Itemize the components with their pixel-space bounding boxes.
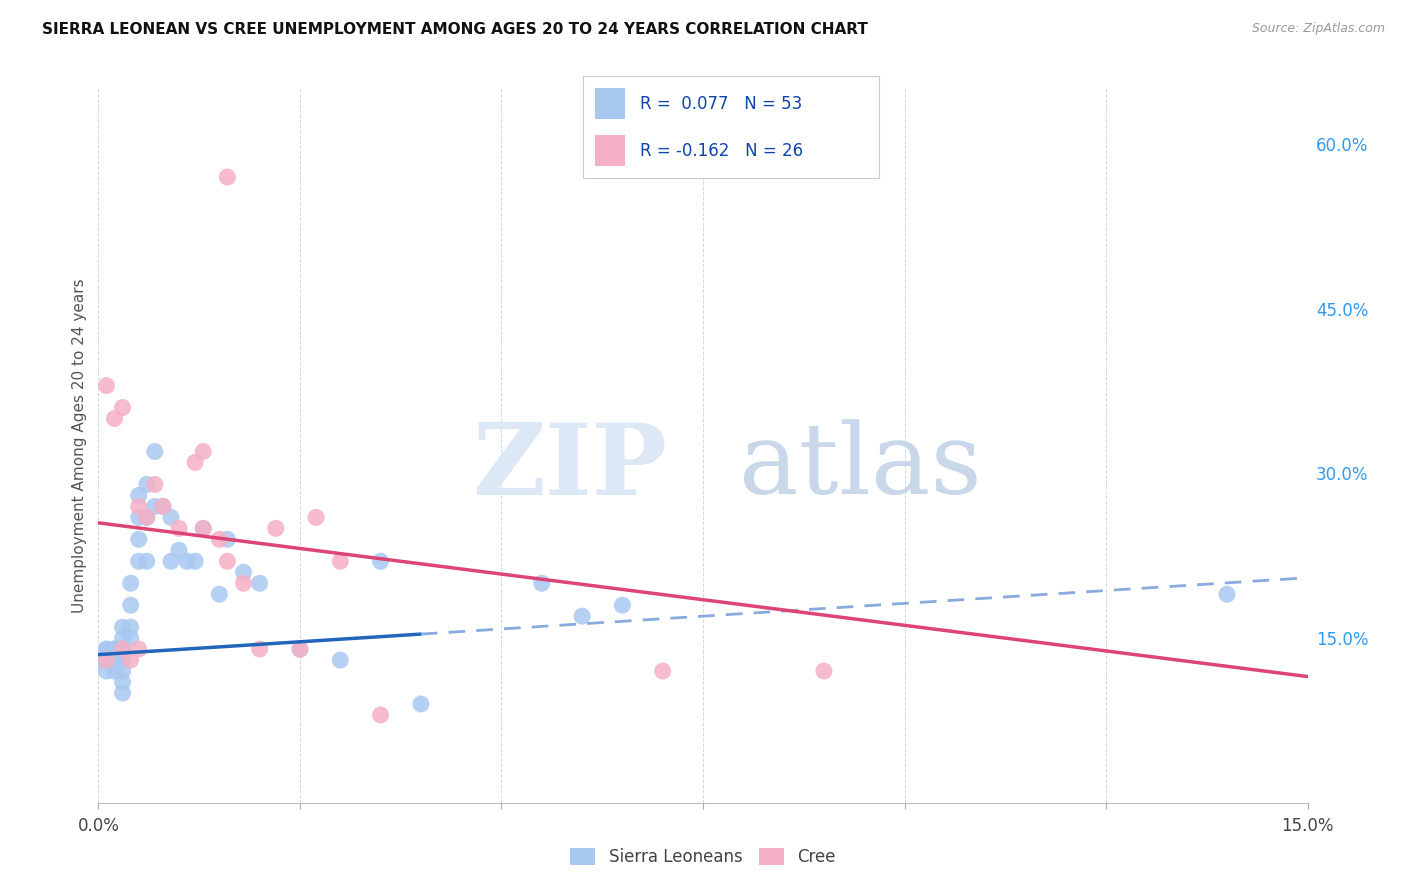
Point bbox=[143, 477, 166, 491]
Point bbox=[288, 642, 311, 657]
Point bbox=[651, 664, 673, 678]
Point bbox=[96, 653, 118, 667]
Point bbox=[305, 510, 328, 524]
Point bbox=[152, 500, 174, 514]
Point bbox=[96, 664, 118, 678]
Point bbox=[91, 653, 114, 667]
Point bbox=[111, 653, 134, 667]
Text: ZIP: ZIP bbox=[472, 419, 666, 516]
Point bbox=[232, 566, 254, 580]
Point bbox=[208, 587, 231, 601]
Point bbox=[120, 576, 142, 591]
Point bbox=[135, 554, 157, 568]
Point bbox=[217, 533, 239, 547]
Point bbox=[160, 510, 183, 524]
Point bbox=[111, 631, 134, 645]
Point bbox=[103, 653, 125, 667]
Point bbox=[103, 642, 125, 657]
Point bbox=[193, 444, 215, 458]
Point bbox=[167, 543, 190, 558]
Point bbox=[217, 169, 239, 184]
Point bbox=[176, 554, 198, 568]
Point bbox=[160, 554, 183, 568]
Point bbox=[184, 554, 207, 568]
Point bbox=[143, 444, 166, 458]
Bar bbox=[595, 88, 624, 119]
Bar bbox=[595, 136, 624, 166]
Text: atlas: atlas bbox=[740, 419, 981, 516]
Point bbox=[111, 642, 134, 657]
Point bbox=[329, 653, 352, 667]
Point bbox=[128, 500, 150, 514]
Point bbox=[1216, 587, 1239, 601]
Point bbox=[103, 653, 125, 667]
Point bbox=[111, 642, 134, 657]
Point bbox=[103, 642, 125, 657]
Point bbox=[329, 554, 352, 568]
Point bbox=[96, 642, 118, 657]
Point bbox=[120, 653, 142, 667]
Text: R =  0.077   N = 53: R = 0.077 N = 53 bbox=[640, 95, 801, 112]
Point bbox=[249, 642, 271, 657]
Point bbox=[103, 664, 125, 678]
Point bbox=[120, 631, 142, 645]
Point bbox=[111, 686, 134, 700]
Point bbox=[96, 378, 118, 392]
Point bbox=[96, 653, 118, 667]
Point bbox=[217, 554, 239, 568]
Point bbox=[111, 401, 134, 415]
Text: Source: ZipAtlas.com: Source: ZipAtlas.com bbox=[1251, 22, 1385, 36]
Point bbox=[128, 533, 150, 547]
Point bbox=[530, 576, 553, 591]
Point bbox=[288, 642, 311, 657]
Point bbox=[111, 642, 134, 657]
Point bbox=[111, 664, 134, 678]
Point bbox=[370, 708, 392, 723]
Point bbox=[193, 521, 215, 535]
Point bbox=[152, 500, 174, 514]
Point bbox=[135, 510, 157, 524]
Text: SIERRA LEONEAN VS CREE UNEMPLOYMENT AMONG AGES 20 TO 24 YEARS CORRELATION CHART: SIERRA LEONEAN VS CREE UNEMPLOYMENT AMON… bbox=[42, 22, 868, 37]
Point bbox=[232, 576, 254, 591]
Point bbox=[370, 554, 392, 568]
Point bbox=[208, 533, 231, 547]
Point bbox=[120, 620, 142, 634]
Point bbox=[167, 521, 190, 535]
Point bbox=[120, 598, 142, 612]
Point bbox=[193, 521, 215, 535]
Point bbox=[184, 455, 207, 469]
Point bbox=[571, 609, 593, 624]
Y-axis label: Unemployment Among Ages 20 to 24 years: Unemployment Among Ages 20 to 24 years bbox=[72, 278, 87, 614]
Point bbox=[111, 675, 134, 690]
Point bbox=[612, 598, 634, 612]
Legend: Sierra Leoneans, Cree: Sierra Leoneans, Cree bbox=[571, 847, 835, 866]
Point bbox=[128, 510, 150, 524]
Point bbox=[96, 653, 118, 667]
Point bbox=[96, 642, 118, 657]
Point bbox=[103, 653, 125, 667]
Point bbox=[813, 664, 835, 678]
Point bbox=[409, 697, 432, 711]
Point bbox=[264, 521, 287, 535]
Point bbox=[143, 500, 166, 514]
Point bbox=[103, 642, 125, 657]
Point bbox=[128, 554, 150, 568]
Point bbox=[111, 620, 134, 634]
Point bbox=[249, 576, 271, 591]
Point bbox=[103, 411, 125, 425]
Point bbox=[135, 510, 157, 524]
Text: R = -0.162   N = 26: R = -0.162 N = 26 bbox=[640, 142, 803, 160]
Point bbox=[128, 488, 150, 502]
Point bbox=[135, 477, 157, 491]
Point bbox=[128, 642, 150, 657]
